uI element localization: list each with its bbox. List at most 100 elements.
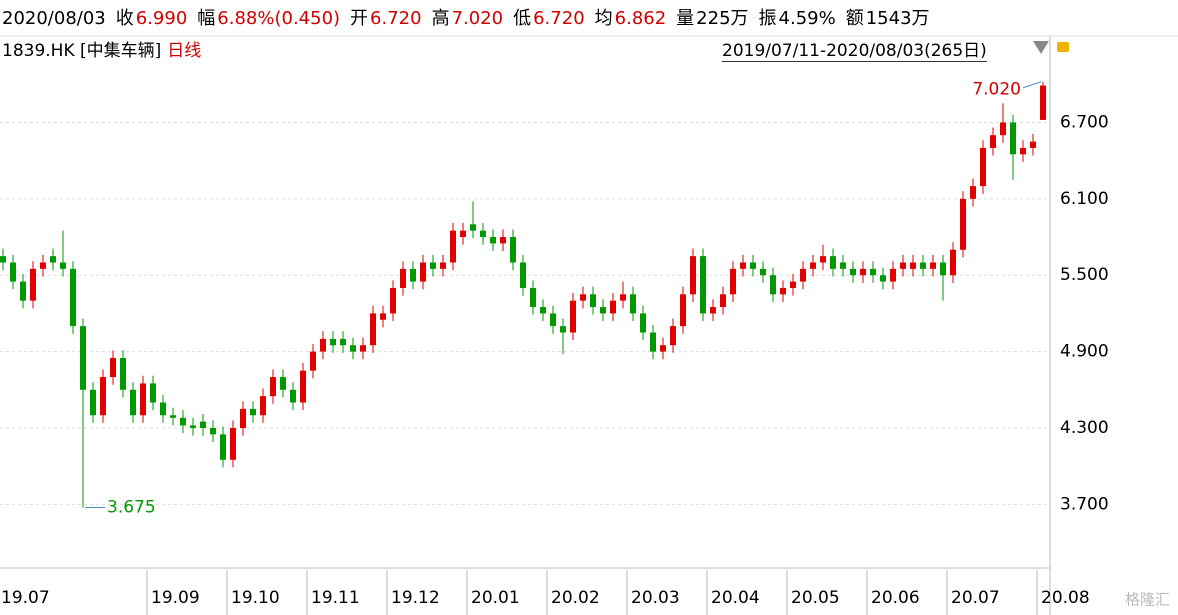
candle-body (980, 147, 986, 187)
candle-body (150, 383, 156, 403)
candle-body (690, 256, 696, 295)
candle-body (880, 275, 886, 282)
label: 高 (431, 8, 450, 29)
candle-body (210, 427, 216, 435)
label: 收 (115, 8, 134, 29)
x-tick-label: 19.12 (391, 588, 440, 608)
candle-body (1040, 85, 1046, 120)
candle-body (650, 332, 656, 352)
candle-body (310, 351, 316, 371)
candle-body (600, 307, 606, 314)
candle-body (20, 281, 26, 301)
candle-body (390, 287, 396, 314)
candle-body (410, 268, 416, 282)
candle-body (870, 268, 876, 276)
candle-body (460, 230, 466, 238)
label: 均 (594, 8, 613, 29)
candle-body (300, 370, 306, 403)
candle-body (840, 262, 846, 269)
candle-body (850, 268, 856, 276)
candle-body (730, 268, 736, 295)
label: 量 (676, 8, 695, 29)
candle-body (820, 256, 826, 263)
candle-body (530, 287, 536, 308)
candle-body (230, 427, 236, 460)
candle-body (0, 256, 6, 263)
y-tick-label: 3.700 (1060, 494, 1109, 514)
candle-body (510, 237, 516, 263)
candle-body (50, 256, 56, 263)
x-tick-label: 20.03 (631, 588, 680, 608)
candle-body (120, 357, 126, 390)
x-tick-label: 20.06 (871, 588, 920, 608)
x-tick-label: 20.08 (1041, 588, 1090, 608)
candle-body (40, 262, 46, 269)
value: 6.720 (533, 8, 585, 29)
candle-body (950, 249, 956, 276)
candle-body (930, 262, 936, 269)
candle-body (1000, 122, 1006, 136)
candle-body (800, 268, 806, 282)
candle-body (520, 262, 526, 288)
candle-body (740, 262, 746, 269)
label: 开 (350, 8, 369, 29)
candle-body (700, 256, 706, 314)
candle-body (420, 262, 426, 282)
candle-body (60, 262, 66, 269)
candle-body (1020, 147, 1026, 155)
y-tick-label: 6.700 (1060, 112, 1109, 132)
candle-body (80, 326, 86, 390)
candle-body (340, 338, 346, 346)
candle-body (540, 307, 546, 314)
candle-body (190, 425, 196, 428)
candle-body (130, 389, 136, 416)
candle-body (970, 186, 976, 199)
candle-body (940, 262, 946, 276)
annotation-arrow (1022, 81, 1042, 89)
quote-header: 2020/08/03 收 6.990 幅 6.88%(0.450) 开 6.720 高 7.02… (2, 4, 940, 30)
candle-body (1030, 141, 1036, 148)
date-range[interactable]: 2019/07/11-2020/08/03(265日) (722, 36, 987, 62)
symbol: 1839.HK [中集车辆] (2, 41, 162, 61)
candle-body (560, 326, 566, 333)
candle-body (710, 307, 716, 314)
candle-body (90, 389, 96, 416)
candle-body (550, 313, 556, 327)
value: 7.020 (451, 8, 504, 29)
candle-body (30, 268, 36, 301)
candle-body (660, 345, 666, 352)
annotation-label: 3.675 (107, 498, 156, 518)
candle-body (860, 268, 866, 276)
x-tick-label: 20.04 (711, 588, 760, 608)
symbol-line: 1839.HK [中集车辆] 日线 (2, 36, 201, 61)
y-tick-label: 4.300 (1060, 418, 1109, 438)
x-tick-label: 19.07 (1, 588, 50, 608)
candle-body (270, 377, 276, 397)
value: 225万 (696, 8, 749, 29)
y-tick-label: 6.100 (1060, 189, 1109, 209)
value: 4.59% (778, 8, 836, 29)
candle-body (250, 408, 256, 416)
y-tick-label: 4.900 (1060, 342, 1109, 362)
candle-body (430, 262, 436, 269)
value: 6.88%(0.450) (217, 8, 341, 29)
dropdown-arrow[interactable] (1033, 41, 1049, 54)
candle-body (890, 268, 896, 282)
candle-body (400, 268, 406, 288)
candle-body (610, 300, 616, 314)
period: 日线 (167, 41, 202, 61)
x-tick-label: 19.11 (311, 588, 360, 608)
watermark: 格隆汇 (1125, 591, 1170, 609)
candle-body (900, 262, 906, 269)
candle-body (350, 345, 356, 352)
candle-body (580, 294, 586, 301)
value: 6.720 (370, 8, 422, 29)
candle-body (750, 262, 756, 269)
candle-body (810, 262, 816, 269)
candle-body (280, 377, 286, 390)
candle-body (630, 294, 636, 314)
candle-body (770, 275, 776, 295)
lock-icon[interactable] (1057, 42, 1069, 52)
value: 1543万 (865, 8, 930, 29)
